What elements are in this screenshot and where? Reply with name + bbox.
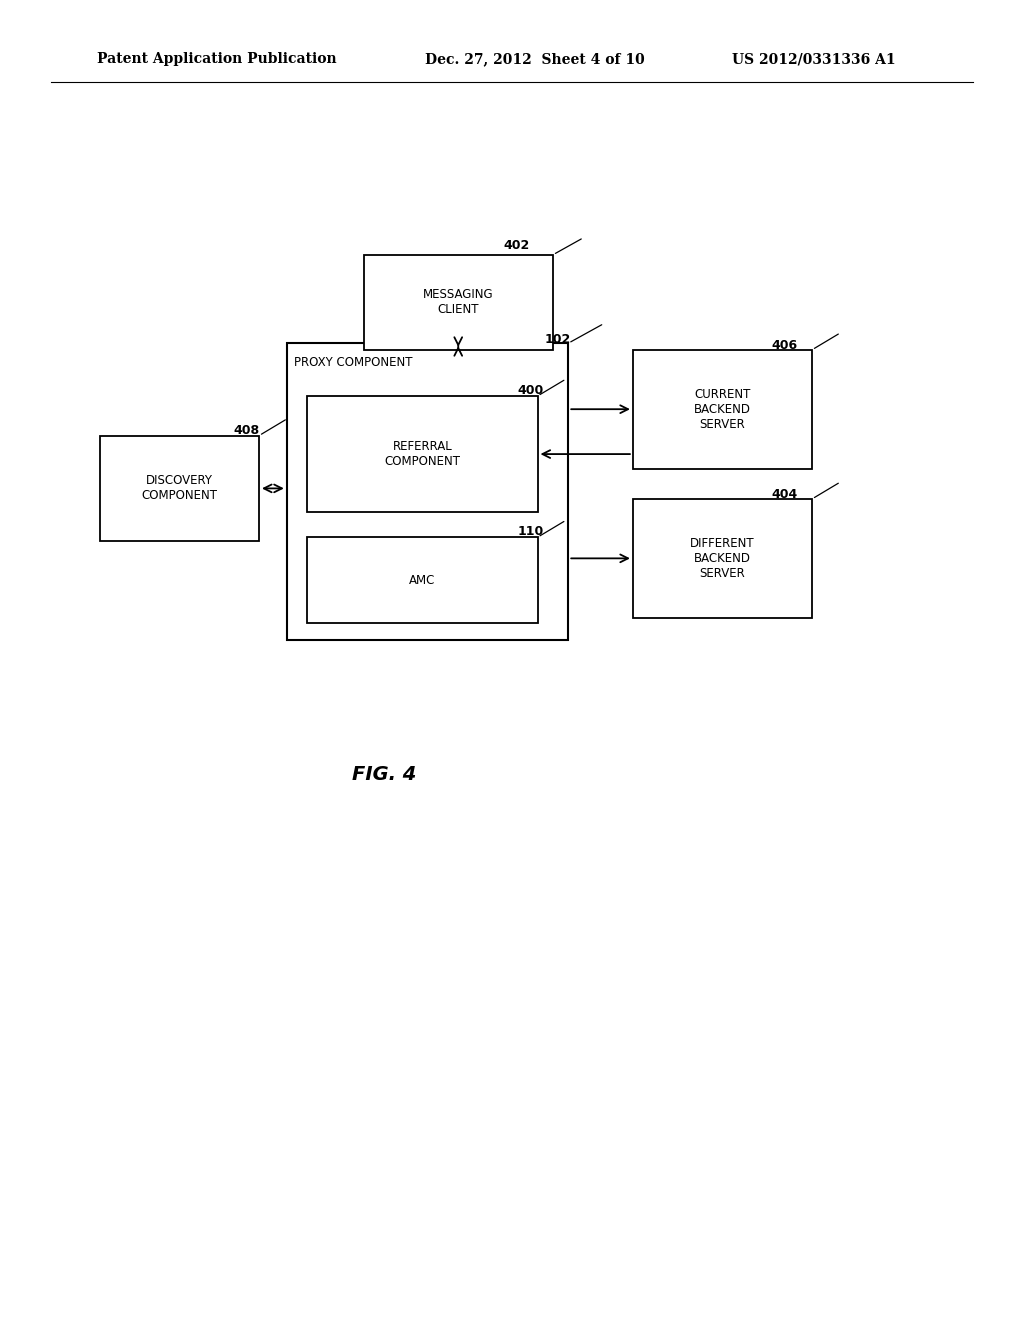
Text: 404: 404 [771, 488, 798, 502]
Text: DISCOVERY
COMPONENT: DISCOVERY COMPONENT [141, 474, 218, 503]
Text: FIG. 4: FIG. 4 [352, 766, 416, 784]
Text: MESSAGING
CLIENT: MESSAGING CLIENT [423, 288, 494, 317]
Text: 408: 408 [233, 424, 260, 437]
Text: Patent Application Publication: Patent Application Publication [97, 53, 337, 66]
FancyBboxPatch shape [307, 537, 538, 623]
FancyBboxPatch shape [100, 436, 259, 541]
Text: AMC: AMC [410, 574, 435, 586]
Text: PROXY COMPONENT: PROXY COMPONENT [294, 356, 413, 370]
Text: 102: 102 [545, 333, 571, 346]
Text: 400: 400 [517, 384, 544, 397]
Text: US 2012/0331336 A1: US 2012/0331336 A1 [732, 53, 896, 66]
Text: 406: 406 [771, 339, 798, 352]
Text: REFERRAL
COMPONENT: REFERRAL COMPONENT [384, 440, 461, 469]
Text: Dec. 27, 2012  Sheet 4 of 10: Dec. 27, 2012 Sheet 4 of 10 [425, 53, 645, 66]
Text: 402: 402 [504, 239, 530, 252]
FancyBboxPatch shape [633, 499, 812, 618]
Text: CURRENT
BACKEND
SERVER: CURRENT BACKEND SERVER [694, 388, 751, 430]
Text: DIFFERENT
BACKEND
SERVER: DIFFERENT BACKEND SERVER [690, 537, 755, 579]
FancyBboxPatch shape [287, 343, 568, 640]
Text: 110: 110 [517, 525, 544, 539]
FancyBboxPatch shape [633, 350, 812, 469]
FancyBboxPatch shape [364, 255, 553, 350]
FancyBboxPatch shape [307, 396, 538, 512]
